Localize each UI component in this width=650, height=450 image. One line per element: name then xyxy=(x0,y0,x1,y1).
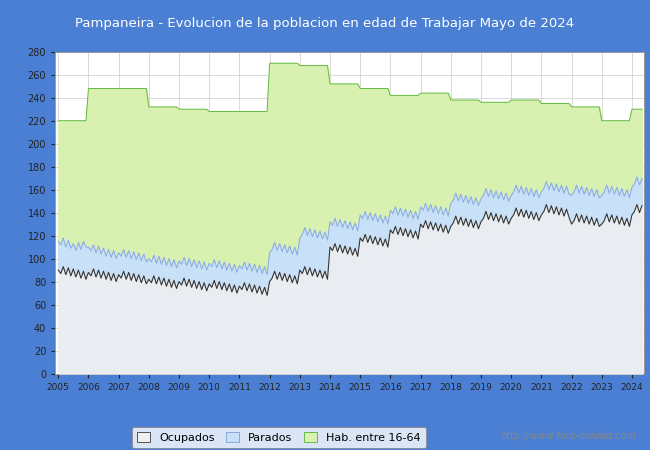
Text: Pampaneira - Evolucion de la poblacion en edad de Trabajar Mayo de 2024: Pampaneira - Evolucion de la poblacion e… xyxy=(75,17,575,30)
Legend: Ocupados, Parados, Hab. entre 16-64: Ocupados, Parados, Hab. entre 16-64 xyxy=(131,427,426,448)
Text: http://www.foro-ciudad.com: http://www.foro-ciudad.com xyxy=(501,431,637,441)
